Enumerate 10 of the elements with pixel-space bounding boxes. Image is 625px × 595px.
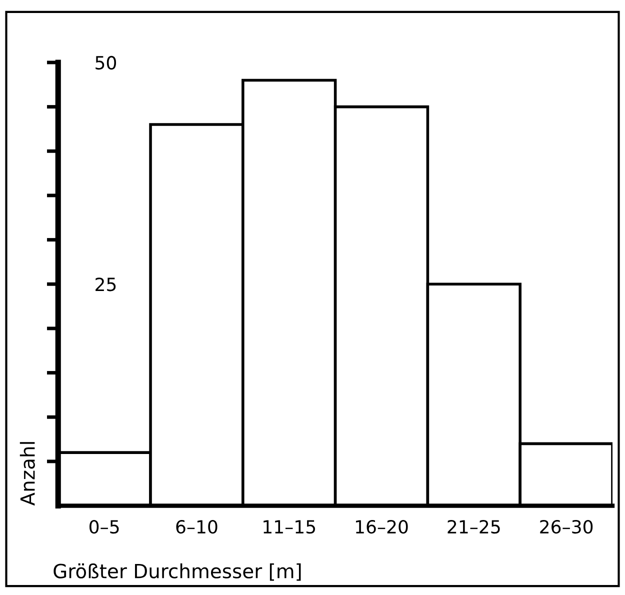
y-axis-title: Anzahl: [20, 442, 35, 506]
x-tick-label: 16–20: [356, 520, 408, 534]
x-tick-label: 0–5: [90, 520, 119, 534]
x-tick-label: 26–30: [540, 520, 593, 534]
x-tick-label: 6–10: [176, 520, 218, 534]
x-tick-label: 21–25: [448, 520, 500, 534]
x-tick-label: 11–15: [264, 520, 316, 534]
y-tick-label: 50: [96, 56, 116, 70]
x-axis-title: Größter Durchmesser [m]: [54, 563, 301, 581]
y-tick-label: 25: [96, 278, 116, 292]
